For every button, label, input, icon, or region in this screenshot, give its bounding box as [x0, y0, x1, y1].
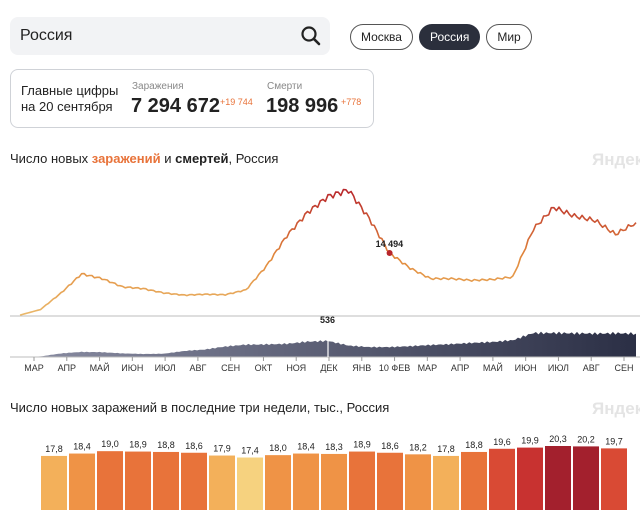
bar [293, 453, 319, 510]
summary-label: Главные цифры на 20 сентября [21, 83, 118, 115]
search-input[interactable]: Россия [20, 27, 73, 44]
bar [601, 448, 627, 510]
x-tick-label: ИЮЛ [548, 363, 569, 373]
x-tick-label: АВГ [583, 363, 600, 373]
bar [181, 452, 207, 510]
cases-value: 7 294 672 [131, 95, 220, 117]
x-tick-label: МАР [24, 363, 44, 373]
chart2-title: Число новых заражений в последние три не… [10, 400, 390, 415]
bar-value-label: 18,4 [297, 442, 315, 452]
deaths-label: Смерти [267, 81, 303, 92]
bar-value-label: 18,8 [157, 440, 175, 450]
bar [237, 457, 263, 510]
search-icon[interactable] [298, 23, 324, 49]
bar [433, 455, 459, 510]
yandex-watermark-2: Яндекс [592, 399, 640, 418]
yandex-watermark: Яндекс [592, 150, 640, 169]
deaths-delta: +778 [341, 97, 362, 107]
bar [573, 446, 599, 510]
cases-highlight-point[interactable] [386, 250, 393, 257]
x-tick-label: СЕН [614, 363, 633, 373]
x-tick-label: ИЮЛ [155, 363, 176, 373]
bar-value-label: 19,7 [605, 436, 623, 446]
x-tick-label: АВГ [189, 363, 206, 373]
deaths-highlight-label: 536 [320, 315, 335, 325]
x-tick-label: МАЙ [90, 362, 110, 373]
x-tick-label: АПР [451, 363, 469, 373]
bar [97, 451, 123, 510]
summary-card: Главные цифры на 20 сентября Заражения 7… [10, 69, 374, 128]
bar-value-label: 18,9 [129, 440, 147, 450]
x-tick-label: ЯНВ [352, 363, 371, 373]
tab-world[interactable]: Мир [486, 24, 532, 50]
x-tick-label: ДЕК [320, 363, 338, 373]
x-tick-label: ИЮН [515, 363, 537, 373]
bar [405, 454, 431, 510]
x-tick-label: ИЮН [121, 363, 143, 373]
cases-series-line[interactable] [19, 188, 637, 316]
bar [517, 447, 543, 510]
search-box[interactable]: Россия [10, 17, 330, 55]
summary-date: на 20 сентября [21, 99, 113, 114]
bar-value-label: 17,9 [213, 444, 231, 454]
x-tick-label: АПР [58, 363, 76, 373]
bar-value-label: 19,0 [101, 439, 119, 449]
bar-value-label: 18,2 [409, 442, 427, 452]
bar [125, 451, 151, 510]
chart1-title-suffix: , Россия [228, 151, 279, 166]
bar-value-label: 18,8 [465, 440, 483, 450]
cases-delta: +19 744 [220, 97, 253, 107]
bar [489, 448, 515, 510]
bar-value-label: 19,9 [521, 436, 539, 446]
chart1-title-prefix: Число новых [10, 151, 92, 166]
bar [461, 451, 487, 510]
bar [321, 453, 347, 510]
bar-value-label: 18,0 [269, 443, 287, 453]
x-tick-label: СЕН [221, 363, 240, 373]
bar [69, 453, 95, 510]
summary-label-line1: Главные цифры [21, 83, 119, 98]
tab-moscow[interactable]: Москва [350, 24, 413, 50]
bar-value-label: 17,8 [437, 444, 455, 454]
bar-value-label: 20,3 [549, 434, 567, 444]
bar [209, 455, 235, 510]
deaths-value: 198 996 [266, 95, 339, 117]
bar-value-label: 18,9 [353, 440, 371, 450]
cases-highlight-label: 14 494 [376, 239, 404, 249]
bar [545, 446, 571, 510]
chart1-title-deaths: смертей [175, 151, 229, 166]
bar [41, 455, 67, 510]
bar-value-label: 17,8 [45, 444, 63, 454]
chart1-title: Число новых заражений и смертей, Россия [10, 151, 278, 166]
region-tabs: Москва Россия Мир [350, 24, 532, 50]
bar-value-label: 17,4 [241, 446, 259, 456]
bar [377, 452, 403, 510]
x-tick-label: 10 ФЕВ [379, 363, 410, 373]
bar-value-label: 19,6 [493, 437, 511, 447]
chart1-title-cases: заражений [91, 151, 161, 166]
x-tick-label: ОКТ [255, 363, 273, 373]
cases-deaths-chart[interactable]: 14 494 536 МАР АПР МАЙ ИЮН ИЮЛ АВГ СЕН ОКТ НОЯ ДЕК Я… [0, 0, 640, 380]
tab-russia[interactable]: Россия [418, 24, 481, 50]
x-tick-label: НОЯ [286, 363, 306, 373]
bar-value-label: 20,2 [577, 434, 595, 444]
bar [349, 451, 375, 510]
bar-value-label: 18,3 [325, 442, 343, 452]
x-tick-label: МАР [418, 363, 438, 373]
bar-value-label: 18,4 [73, 442, 91, 452]
bar-value-label: 18,6 [381, 441, 399, 451]
bar [265, 455, 291, 510]
bar-value-label: 18,6 [185, 441, 203, 451]
chart1-title-mid: и [160, 151, 176, 166]
x-tick-label: МАЙ [483, 362, 503, 373]
bar [153, 451, 179, 510]
cases-label: Заражения [132, 81, 184, 92]
